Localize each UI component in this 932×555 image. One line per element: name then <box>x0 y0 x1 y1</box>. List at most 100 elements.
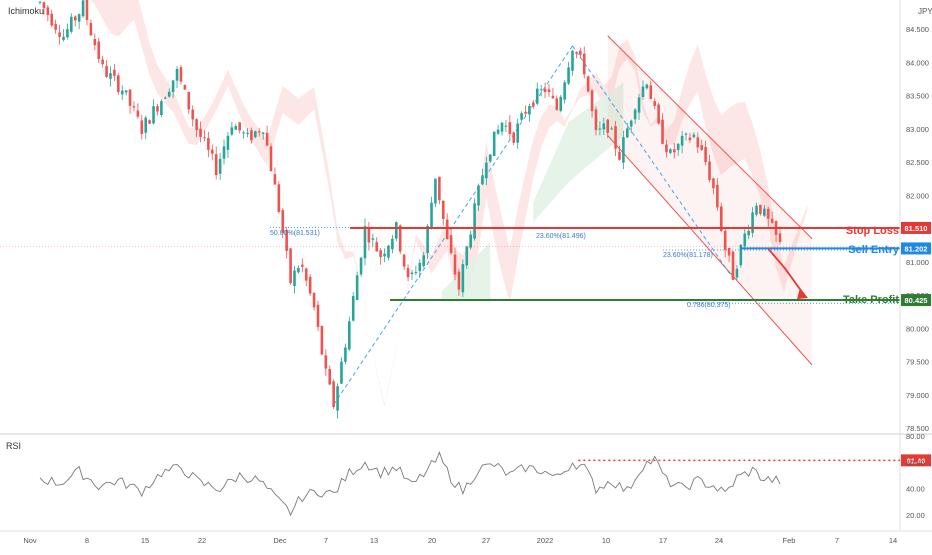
channel-fill <box>607 35 812 365</box>
candle-body <box>575 52 578 54</box>
candle-body <box>680 135 684 146</box>
fib-label-23-upper: 23.60%(81.496) <box>536 233 586 240</box>
price-tick-label: 78.500 <box>906 424 929 433</box>
rsi-level-tag: 61.46 <box>907 456 926 465</box>
candle-body <box>751 212 754 233</box>
candle-body <box>543 88 547 93</box>
candle-body <box>743 233 747 247</box>
time-tick-label: 20 <box>428 536 436 545</box>
candle-body <box>289 248 292 284</box>
time-tick-label: 24 <box>715 536 723 545</box>
candle-body <box>58 32 61 37</box>
candle-body <box>402 254 406 267</box>
fib-swing-down <box>572 45 734 279</box>
candle-body <box>590 90 594 112</box>
candle-body <box>379 250 382 258</box>
candle-body <box>716 184 719 208</box>
candle-body <box>622 137 625 163</box>
candle-body <box>453 254 457 275</box>
candle-body <box>320 326 324 355</box>
candle-body <box>539 89 543 91</box>
candle-body <box>731 251 735 280</box>
price-tick-label: 79.500 <box>906 358 929 367</box>
candle-body <box>434 178 437 204</box>
time-tick-label: Dec <box>273 536 287 545</box>
candle-body <box>629 120 633 127</box>
candle-body <box>778 233 782 242</box>
stop-loss-label: Stop Loss <box>846 225 899 237</box>
candle-body <box>414 272 418 274</box>
candle-body <box>719 206 723 231</box>
candle-body <box>324 355 328 369</box>
rsi-tick-label: 60.00 <box>906 458 925 467</box>
candle-body <box>708 161 711 181</box>
channel-upper-line <box>607 35 813 239</box>
candle-body <box>359 257 363 275</box>
take-profit-tag: 80.425 <box>905 296 928 305</box>
candle-body <box>383 253 386 257</box>
candle-body <box>430 202 433 229</box>
candle-body <box>124 90 128 93</box>
take-profit-label: Take Profit <box>843 294 899 306</box>
candle-body <box>171 80 175 92</box>
time-tick-label: 2022 <box>537 536 554 545</box>
candle-body <box>520 113 523 120</box>
take-profit-tag-bg <box>901 294 931 307</box>
candle-body <box>426 225 429 254</box>
candle-body <box>250 130 253 141</box>
bull-cloud-area-2 <box>533 82 624 222</box>
candle-body <box>739 244 743 266</box>
candle-body <box>273 174 277 185</box>
candle-body <box>242 132 245 134</box>
candle-body <box>363 226 367 259</box>
candle-body <box>770 218 774 223</box>
candle-body <box>120 90 124 95</box>
candle-body <box>144 117 148 133</box>
candle-body <box>128 89 132 106</box>
candle-body <box>222 146 226 159</box>
candle-body <box>344 347 347 362</box>
candle-body <box>504 125 508 127</box>
candle-body <box>226 135 230 150</box>
candle-body <box>210 149 214 154</box>
candle-body <box>669 149 672 153</box>
candle-body <box>637 97 641 113</box>
candle-body <box>641 86 645 97</box>
candle-body <box>394 222 398 239</box>
candle-body <box>626 128 629 138</box>
candle-body <box>105 66 108 77</box>
candle-body <box>297 267 300 273</box>
candle-body <box>89 22 93 36</box>
candle-body <box>371 238 375 240</box>
candle-body <box>391 238 394 250</box>
candle-body <box>735 268 739 278</box>
candle-body <box>218 158 222 174</box>
sell-arrow <box>767 247 806 297</box>
candle-body <box>649 85 653 100</box>
candle-body <box>351 296 355 321</box>
candle-body <box>81 0 85 17</box>
descending-channel <box>607 35 813 366</box>
candle-body <box>449 235 453 254</box>
candle-body <box>500 122 504 132</box>
indicator-label: Ichimoku <box>8 6 44 16</box>
candle-body <box>704 146 707 163</box>
candle-body <box>246 132 249 134</box>
candle-body <box>340 361 343 384</box>
candle-body <box>508 122 512 135</box>
candle-body <box>355 275 359 301</box>
candle-body <box>85 0 89 21</box>
candle-body <box>465 246 469 266</box>
bull-cloud-area <box>441 241 491 302</box>
candle-body <box>152 106 155 124</box>
candle-body <box>254 131 257 138</box>
candle-body <box>312 293 316 308</box>
candle-body <box>512 132 516 143</box>
candle-body <box>238 122 241 131</box>
sell-entry-label: Sell Entry <box>848 244 900 256</box>
candle-body <box>203 137 206 139</box>
candle-body <box>70 16 73 32</box>
candle-body <box>160 101 163 116</box>
candle-body <box>727 248 731 256</box>
